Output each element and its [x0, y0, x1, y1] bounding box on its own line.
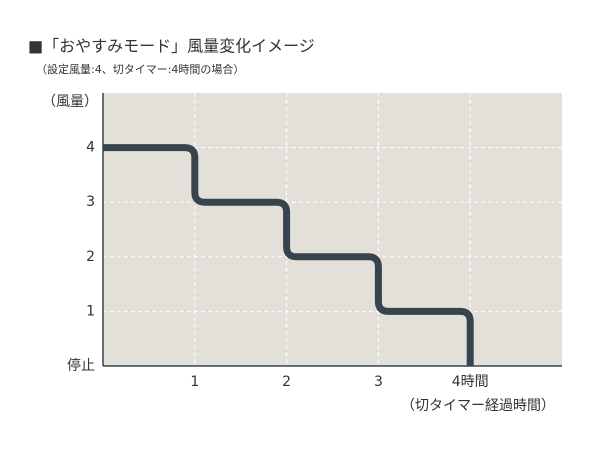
chart-subtitle: （設定風量:4、切タイマー:4時間の場合） [36, 62, 244, 76]
y-tick-label: 1 [86, 303, 95, 319]
y-tick-label: 3 [86, 194, 95, 210]
x-tick-label: 2 [282, 374, 291, 390]
plot-background [103, 93, 562, 366]
chart-title: ■「おやすみモード」風量変化イメージ [28, 37, 315, 56]
y-tick-label: 4 [86, 140, 95, 156]
x-tick-label: 4時間 [452, 374, 489, 390]
y-tick-label: 停止 [67, 357, 95, 374]
y-tick-label: 2 [86, 249, 95, 265]
x-tick-label: 1 [190, 374, 199, 390]
y-axis-label: （風量） [42, 94, 98, 110]
step-line [103, 144, 474, 366]
x-axis-label: （切タイマー経過時間） [401, 398, 555, 414]
x-tick-label: 3 [374, 374, 383, 390]
